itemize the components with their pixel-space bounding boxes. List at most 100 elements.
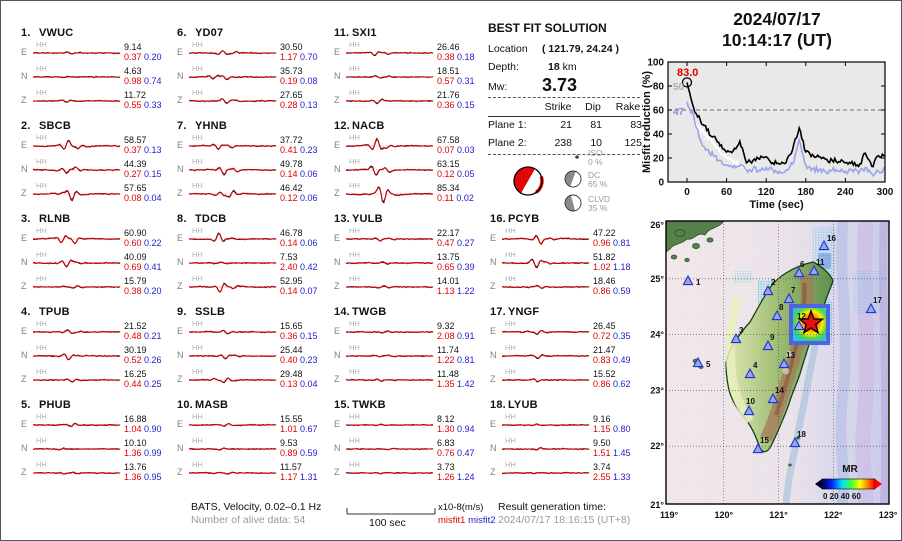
component-label: N [21,257,28,267]
synthetic-waveform [502,285,589,289]
channel-label: HH [192,157,203,166]
trace-row-E: E HH 16.88 1.04 0.90 [21,412,175,436]
component-label: Z [177,188,183,198]
waveform-trace [33,75,121,79]
synthetic-waveform [189,261,277,265]
waveform-trace [346,471,434,475]
map-station-number: 11 [816,258,825,267]
synthetic-waveform [33,235,120,245]
waveform-trace [189,166,277,176]
synthetic-waveform [33,471,120,475]
trace-values: 13.75 0.65 0.39 [437,252,475,272]
trace-values: 27.65 0.28 0.13 [280,90,318,110]
synthetic-waveform [33,446,120,451]
channel-label: HH [349,157,360,166]
dc-label: DC 65 % [588,170,608,189]
x-tick-label: 0 [684,187,690,198]
misfit2-value: 0.15 [300,331,318,341]
colorbar-title: MR [842,464,858,475]
misfit2-value: 0.07 [300,286,318,296]
channel-label: HH [505,367,516,376]
col-strike: Strike [544,101,572,113]
component-label: Z [334,374,340,384]
component-label: E [334,326,341,336]
origin-date: 2024/07/17 [733,9,821,29]
misfit1-value: 2.40 [280,262,298,272]
station-header: 10. MASB [177,399,229,411]
final-mr-annotation: 83.0 [677,67,698,79]
waveform-trace [33,99,121,103]
amplitude-value: 22.17 [437,228,460,238]
synthetic-waveform [189,232,277,242]
amplitude-value: 15.79 [124,276,147,286]
channel-label: HH [36,343,47,352]
trace-values: 57.65 0.08 0.04 [124,183,162,203]
map-station-marker: 10 [743,397,755,416]
component-label: N [334,71,341,81]
station-header: 9. SSLB [177,306,226,318]
misfit1-value: 0.86 [593,286,611,296]
trace-row-E: E HH 8.12 1.30 0.94 [334,412,488,436]
map-station-number: 2 [771,278,776,287]
scalebar-label: 100 sec [369,517,406,529]
result-time-label: Result generation time: [498,501,606,513]
origin-time-header: 2024/07/17 10:14:17 (UT) [657,9,897,51]
trace-row-N: N HH 9.53 0.89 0.59 [177,436,331,460]
map-station-marker: 14 [767,386,784,404]
misfit2-value: 0.04 [144,193,162,203]
station-panel-LYUB: 18. LYUB E HH 9.16 1.15 0.80 N HH 9.50 1.51 1.45 Z… [490,399,644,484]
synthetic-waveform [189,377,276,383]
station-header: 8. TDCB [177,213,227,225]
synthetic-waveform [346,261,434,266]
synthetic-waveform [189,190,276,198]
amplitude-value: 16.88 [124,414,147,424]
channel-label: HH [349,181,360,190]
channel-label: HH [36,157,47,166]
map-station-marker: 17 [865,296,882,314]
misfit1-value: 0.83 [593,355,611,365]
channel-label: HH [36,274,47,283]
station-header: 6. YD07 [177,27,224,39]
trace-values: 15.79 0.38 0.20 [124,276,162,296]
trace-values: 14.01 1.13 1.22 [437,276,475,296]
misfit1-value: 0.86 [593,379,611,389]
trace-row-Z: Z HH 14.01 1.13 1.22 [334,274,488,298]
waveform-trace [189,98,277,104]
misfit2-value: 0.06 [300,193,318,203]
amplitude-value: 9.14 [124,42,142,52]
epicenter-search-box [789,304,830,345]
waveform-trace [189,329,277,335]
waveform-trace [502,258,590,269]
component-label: Z [334,281,340,291]
amplitude-value: 16.25 [124,369,147,379]
misfit2-value: 0.59 [613,286,631,296]
trace-row-E: E HH 15.65 0.36 0.15 [177,319,331,343]
synthetic-waveform [502,423,589,427]
synthetic-waveform [502,471,589,475]
channel-label: HH [36,436,47,445]
component-label: E [490,419,497,429]
misfit1-value: 0.37 [124,52,142,62]
trace-values: 37.72 0.41 0.23 [280,135,318,155]
trace-values: 15.52 0.86 0.62 [593,369,631,389]
misfit2-value: 0.99 [144,448,162,458]
trace-values: 7.53 2.40 0.42 [280,252,318,272]
trace-row-Z: Z HH 46.42 0.12 0.06 [177,181,331,205]
synthetic-waveform [33,51,121,55]
station-header: 11. SXI1 [334,27,377,39]
component-label: N [177,257,184,267]
waveform-trace [346,329,434,334]
synthetic-waveform [346,354,434,358]
synthetic-waveform [189,471,276,475]
misfit1-value: 0.55 [124,100,142,110]
waveform-trace [33,422,121,428]
waveform-trace [346,447,434,451]
misfit1-value: 0.69 [124,262,142,272]
channel-label: HH [349,64,360,73]
channel-label: HH [192,133,203,142]
waveform-trace [346,186,434,204]
waveform-trace [189,471,277,475]
station-panel-YD07: 6. YD07 E HH 30.50 1.17 0.70 N HH 35.73 0.19 0.08… [177,27,331,112]
trace-row-E: E HH 67.58 0.07 0.03 [334,133,488,157]
